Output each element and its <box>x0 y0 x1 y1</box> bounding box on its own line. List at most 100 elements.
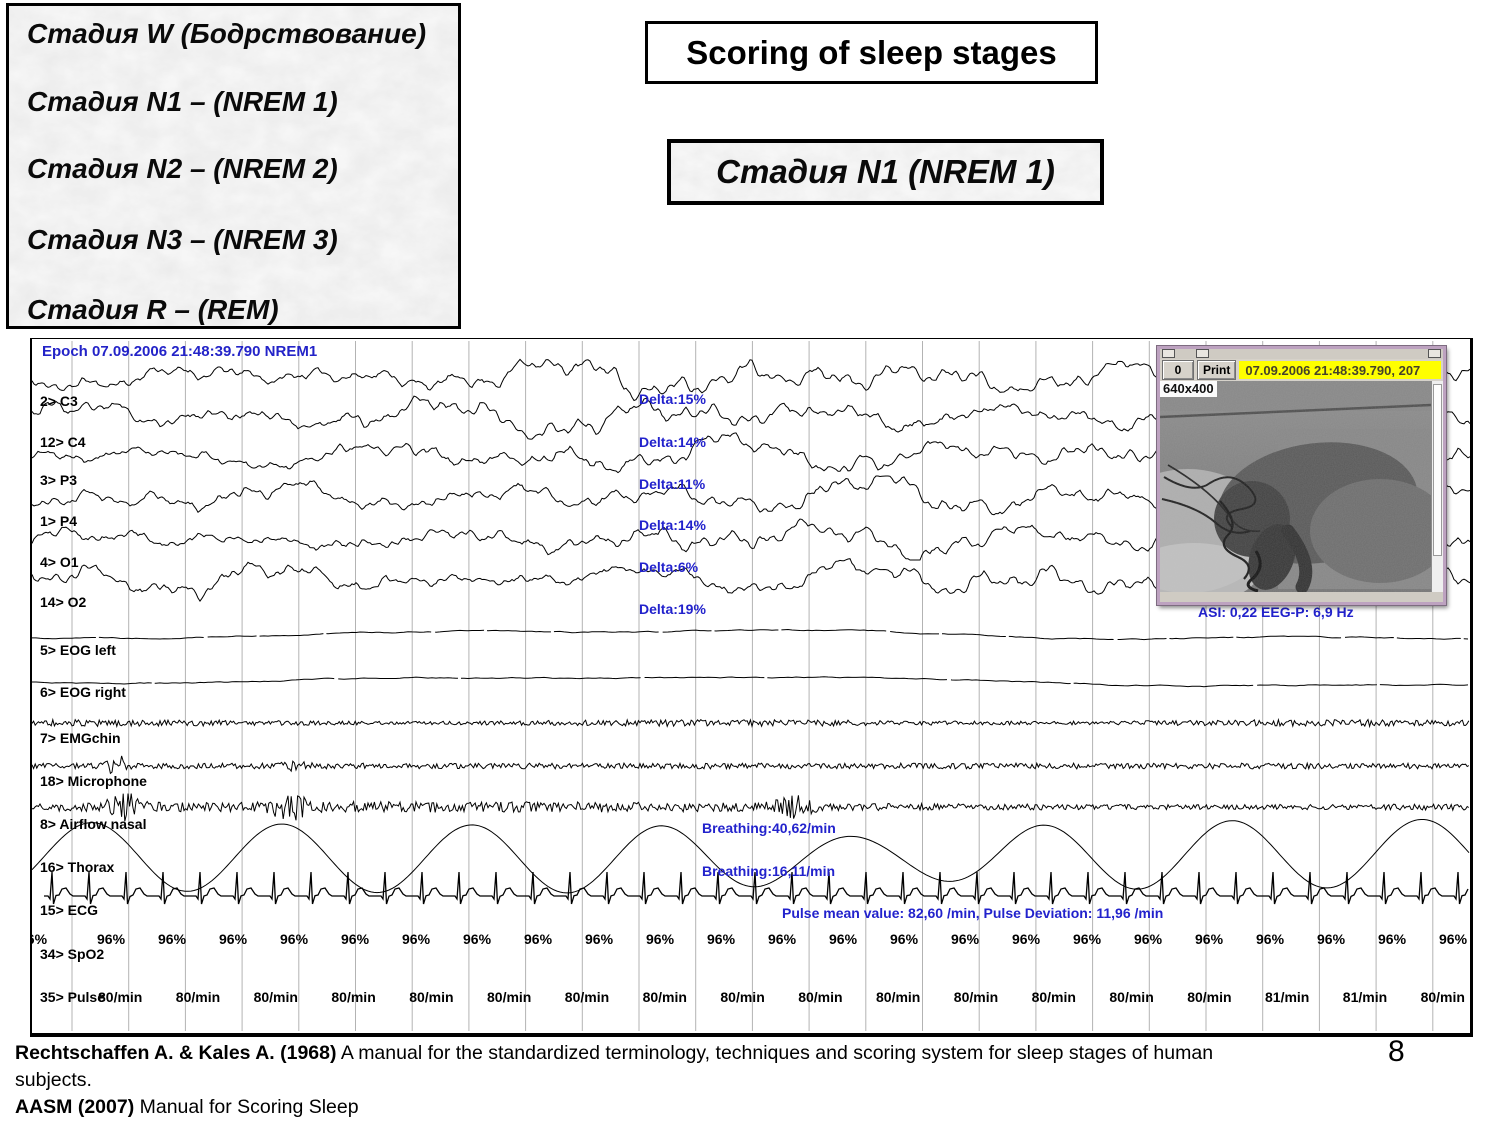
spo2-value: 96% <box>1134 931 1163 947</box>
print-button[interactable]: Print <box>1197 360 1237 380</box>
waveform-traces <box>32 341 1470 1031</box>
pulse-value: 80/min <box>1109 989 1154 1005</box>
delta-annotation: Delta:15% <box>639 391 706 407</box>
channel-label: 6> EOG right <box>40 684 126 700</box>
spo2-value: 96% <box>219 931 248 947</box>
pulse-value: 80/min <box>331 989 376 1005</box>
channel-label: 1> P4 <box>40 513 77 529</box>
reference-text: A manual for the standardized terminolog… <box>336 1042 1214 1064</box>
reference-authors: Rechtschaffen A. & Kales A. (1968) <box>15 1042 337 1064</box>
spo2-value: 96% <box>585 931 614 947</box>
sleep-stage-list-box: Стадия W (Бодрствование) Стадия N1 – (NRE… <box>6 3 461 329</box>
reference-text: Manual for Scoring Sleep <box>134 1096 359 1118</box>
video-toolbar: 0 Print 07.09.2006 21:48:39.790, 207 <box>1160 359 1443 381</box>
spo2-value: 96% <box>341 931 370 947</box>
stage-list-item: Стадия W (Бодрствование) <box>27 18 427 49</box>
channel-label: 8> Airflow nasal <box>40 816 147 832</box>
pulse-value: 80/min <box>642 989 687 1005</box>
pulse-value: 80/min <box>409 989 454 1005</box>
channel-label: 35> Pulse <box>40 989 105 1005</box>
video-timestamp: 07.09.2006 21:48:39.790, 207 <box>1239 361 1441 379</box>
channel-label: 34> SpO2 <box>40 946 105 962</box>
zero-button[interactable]: 0 <box>1162 360 1194 380</box>
pulse-value: 81/min <box>1342 989 1388 1005</box>
spo2-value: 96% <box>1195 931 1224 947</box>
spo2-value: 96% <box>1317 931 1346 947</box>
scroll-arrow-icon[interactable] <box>1196 349 1209 358</box>
scroll-arrow-icon[interactable] <box>1428 349 1441 358</box>
spo2-value: 96% <box>1439 931 1468 947</box>
pulse-value: 80/min <box>798 989 843 1005</box>
spo2-value: 96% <box>829 931 858 947</box>
delta-annotation: Delta:11% <box>639 476 706 492</box>
pulse-value: 80/min <box>98 989 143 1005</box>
video-inset: 0 Print 07.09.2006 21:48:39.790, 207 <box>1156 345 1447 606</box>
delta-annotation: Delta:6% <box>639 559 699 575</box>
reference-line: AASM (2007) Manual for Scoring Sleep <box>15 1094 1355 1121</box>
channel-label: 2> C3 <box>40 393 78 409</box>
spo2-value: 96% <box>524 931 553 947</box>
pulse-value: 80/min <box>175 989 221 1005</box>
scroll-arrow-icon[interactable] <box>1162 349 1175 358</box>
channel-label: 15> ECG <box>40 902 98 918</box>
spo2-value: 96% <box>280 931 309 947</box>
references: Rechtschaffen A. & Kales A. (1968) A man… <box>15 1040 1355 1121</box>
channel-label: 4> O1 <box>40 554 79 570</box>
channel-label: 12> C4 <box>40 434 86 450</box>
pulse-value: 80/min <box>1031 989 1076 1005</box>
pulse-value: 80/min <box>1187 989 1232 1005</box>
marble-texture <box>9 6 458 326</box>
spo2-value: 96% <box>951 931 980 947</box>
delta-annotation: Delta:19% <box>639 601 706 617</box>
pulse-value: 80/min <box>876 989 921 1005</box>
spo2-value: 96% <box>646 931 675 947</box>
spo2-value: 96% <box>1012 931 1041 947</box>
video-frame: 640x400 <box>1160 381 1443 592</box>
spo2-value: 96% <box>890 931 919 947</box>
delta-annotation: Delta:14% <box>639 434 706 450</box>
channel-label: 3> P3 <box>40 472 77 488</box>
stage-list-item: Стадия N1 – (NREM 1) <box>27 86 338 117</box>
video-scrollbar[interactable] <box>1431 381 1443 592</box>
slide-title: Scoring of sleep stages <box>686 33 1057 71</box>
pulse-value: 80/min <box>253 989 298 1005</box>
reference-line: subjects. <box>15 1067 1355 1094</box>
stage-list-item: Стадия R – (REM) <box>27 294 279 325</box>
video-scroll-strip <box>1160 349 1443 359</box>
video-resolution: 640x400 <box>1160 381 1217 397</box>
reference-authors: AASM (2007) <box>15 1096 135 1118</box>
pulse-value: 80/min <box>487 989 532 1005</box>
asi-annotation: ASI: 0,22 EEG-P: 6,9 Hz <box>1198 604 1354 620</box>
breathing-annotation: Breathing:40,62/min <box>702 820 836 836</box>
slide-title-box: Scoring of sleep stages <box>645 21 1098 84</box>
reference-line: Rechtschaffen A. & Kales A. (1968) A man… <box>15 1040 1355 1067</box>
pulse-value: 80/min <box>953 989 999 1005</box>
breathing-annotation: Breathing:16,11/min <box>702 863 836 879</box>
reference-text: subjects. <box>15 1069 92 1091</box>
marble-texture <box>671 143 1100 201</box>
epoch-header: Epoch 07.09.2006 21:48:39.790 NREM1 <box>42 343 318 360</box>
channel-label: 14> O2 <box>40 594 87 610</box>
spo2-value: 96% <box>32 931 48 947</box>
channel-label: 5> EOG left <box>40 642 116 658</box>
spo2-value: 96% <box>1378 931 1407 947</box>
pulse-value: 80/min <box>720 989 765 1005</box>
stage-list-item: Стадия N2 – (NREM 2) <box>27 153 338 184</box>
scrollbar-thumb[interactable] <box>1433 384 1442 556</box>
page-number: 8 <box>1388 1035 1405 1068</box>
pulse-value: 81/min <box>1265 989 1310 1005</box>
pulse-annotation: Pulse mean value: 82,60 /min, Pulse Devi… <box>782 905 1164 921</box>
spo2-value: 96% <box>463 931 492 947</box>
delta-annotation: Delta:14% <box>639 517 706 533</box>
spo2-value: 96% <box>1256 931 1285 947</box>
pulse-value: 80/min <box>564 989 610 1005</box>
stage-title: Стадия N1 (NREM 1) <box>716 153 1055 190</box>
stage-list-item: Стадия N3 – (NREM 3) <box>27 224 338 255</box>
spo2-value: 96% <box>768 931 797 947</box>
channel-label: 16> Thorax <box>40 859 115 875</box>
channel-label: 7> EMGchin <box>40 730 121 746</box>
polysomnogram-panel: Epoch 07.09.2006 21:48:39.790 NREM1 2> C… <box>30 338 1473 1037</box>
spo2-value: 96% <box>97 931 126 947</box>
channel-label: 18> Microphone <box>40 773 147 789</box>
spo2-value: 96% <box>402 931 431 947</box>
